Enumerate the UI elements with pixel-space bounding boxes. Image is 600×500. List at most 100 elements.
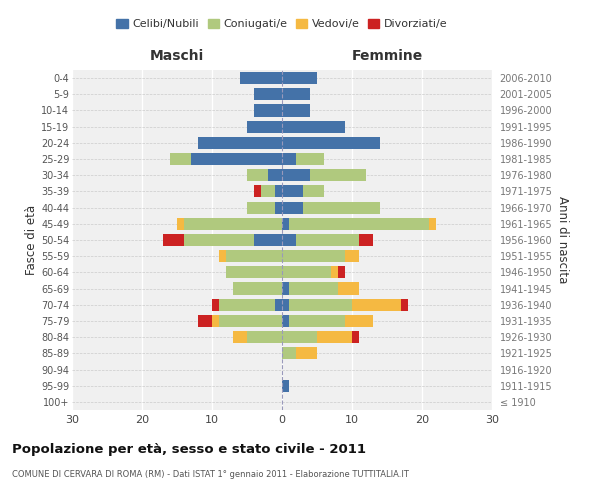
Bar	[240, 72, 282, 84]
Bar	[282, 234, 359, 246]
Bar	[282, 104, 310, 117]
Bar	[219, 315, 282, 327]
Bar	[219, 298, 282, 311]
Bar	[282, 218, 429, 230]
Bar	[219, 298, 282, 311]
Bar	[282, 88, 310, 101]
Bar	[282, 88, 310, 101]
Bar	[282, 88, 310, 101]
Bar	[282, 153, 324, 165]
Bar	[212, 298, 282, 311]
Bar	[247, 169, 282, 181]
Bar	[219, 250, 282, 262]
Text: COMUNE DI CERVARA DI ROMA (RM) - Dati ISTAT 1° gennaio 2011 - Elaborazione TUTTI: COMUNE DI CERVARA DI ROMA (RM) - Dati IS…	[12, 470, 409, 479]
Bar	[226, 266, 282, 278]
Bar	[247, 331, 282, 343]
Bar	[212, 315, 282, 327]
Bar	[233, 331, 282, 343]
Bar	[247, 169, 282, 181]
Bar	[282, 137, 380, 149]
Bar	[282, 137, 380, 149]
Bar	[247, 202, 282, 213]
Bar	[282, 282, 289, 294]
Bar	[282, 104, 310, 117]
Bar	[282, 315, 373, 327]
Bar	[254, 88, 282, 101]
Bar	[254, 104, 282, 117]
Bar	[282, 315, 373, 327]
Text: Maschi: Maschi	[150, 48, 204, 62]
Bar	[282, 202, 303, 213]
Bar	[275, 186, 282, 198]
Bar	[282, 282, 338, 294]
Bar	[282, 120, 345, 132]
Bar	[254, 88, 282, 101]
Bar	[177, 218, 282, 230]
Bar	[282, 250, 359, 262]
Bar	[282, 282, 359, 294]
Bar	[226, 266, 282, 278]
Bar	[233, 282, 282, 294]
Bar	[282, 315, 345, 327]
Bar	[282, 104, 310, 117]
Bar	[282, 266, 345, 278]
Bar	[282, 218, 436, 230]
Bar	[275, 298, 282, 311]
Bar	[282, 72, 317, 84]
Bar	[282, 202, 380, 213]
Bar	[198, 137, 282, 149]
Bar	[282, 234, 373, 246]
Bar	[282, 186, 324, 198]
Bar	[275, 202, 282, 213]
Bar	[261, 186, 282, 198]
Bar	[247, 120, 282, 132]
Bar	[282, 72, 317, 84]
Bar	[282, 348, 296, 360]
Bar	[282, 120, 345, 132]
Bar	[170, 153, 282, 165]
Text: Popolazione per età, sesso e stato civile - 2011: Popolazione per età, sesso e stato civil…	[12, 442, 366, 456]
Bar	[282, 137, 380, 149]
Bar	[261, 186, 282, 198]
Bar	[282, 298, 401, 311]
Bar	[198, 137, 282, 149]
Bar	[163, 234, 282, 246]
Bar	[254, 234, 282, 246]
Bar	[282, 120, 345, 132]
Bar	[282, 186, 303, 198]
Bar	[233, 331, 282, 343]
Bar	[282, 234, 296, 246]
Bar	[282, 169, 366, 181]
Bar	[282, 72, 317, 84]
Bar	[247, 120, 282, 132]
Bar	[282, 169, 366, 181]
Bar	[247, 202, 282, 213]
Bar	[170, 153, 282, 165]
Bar	[268, 169, 282, 181]
Bar	[198, 137, 282, 149]
Bar	[282, 153, 324, 165]
Bar	[282, 266, 338, 278]
Bar	[247, 120, 282, 132]
Bar	[282, 298, 289, 311]
Y-axis label: Fasce di età: Fasce di età	[25, 205, 38, 275]
Bar	[254, 104, 282, 117]
Bar	[282, 250, 345, 262]
Bar	[282, 380, 289, 392]
Bar	[282, 186, 324, 198]
Y-axis label: Anni di nascita: Anni di nascita	[556, 196, 569, 284]
Bar	[282, 169, 366, 181]
Bar	[282, 169, 310, 181]
Bar	[254, 104, 282, 117]
Bar	[282, 153, 296, 165]
Bar	[184, 234, 282, 246]
Bar	[282, 266, 331, 278]
Bar	[247, 202, 282, 213]
Bar	[282, 234, 359, 246]
Bar	[184, 234, 282, 246]
Bar	[282, 380, 289, 392]
Bar	[198, 137, 282, 149]
Bar	[254, 88, 282, 101]
Bar	[282, 380, 289, 392]
Bar	[226, 266, 282, 278]
